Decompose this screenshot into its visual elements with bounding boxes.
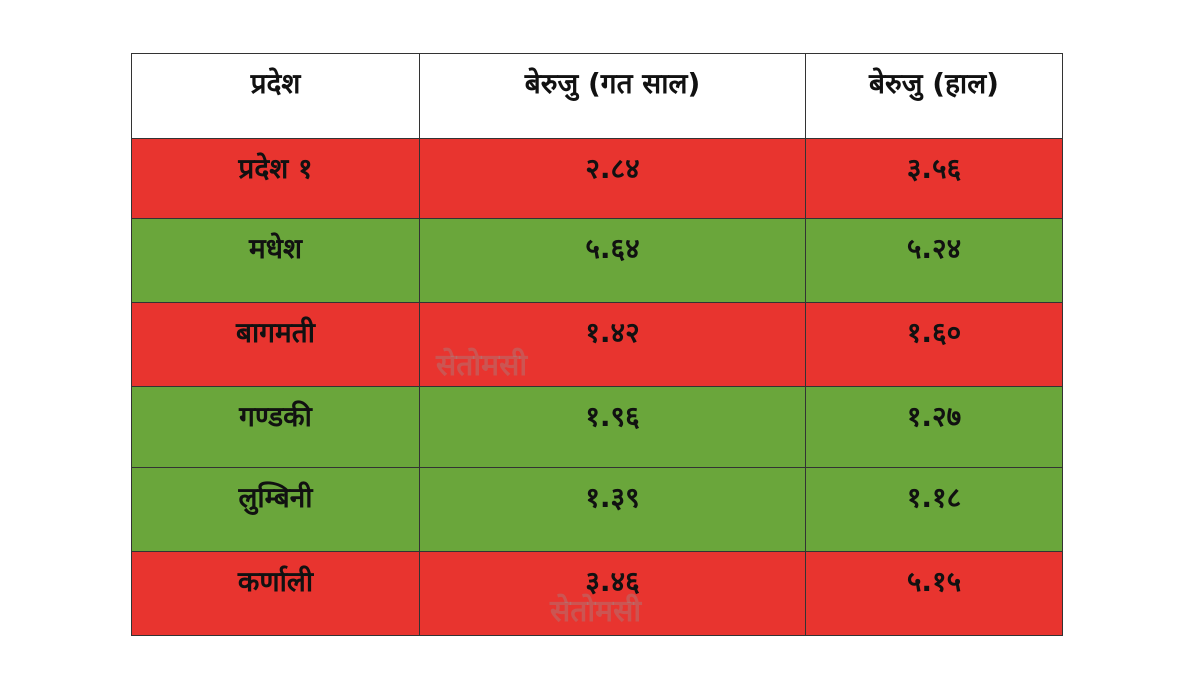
value-cell: १.२७ xyxy=(805,386,1063,468)
value-cell: १.३९ xyxy=(419,467,806,552)
province-cell: कर्णाली xyxy=(131,551,420,636)
province-cell: मधेश xyxy=(131,218,420,303)
province-cell: प्रदेश १ xyxy=(131,138,420,219)
value-cell: ३.५६ xyxy=(805,138,1063,219)
value-cell: ३.४६ xyxy=(419,551,806,636)
province-cell: गण्डकी xyxy=(131,386,420,468)
table-row: बागमती १.४२ १.६० xyxy=(131,302,1063,387)
table-row: लुम्बिनी १.३९ १.१८ xyxy=(131,467,1063,552)
value-cell: २.८४ xyxy=(419,138,806,219)
table-row: प्रदेश १ २.८४ ३.५६ xyxy=(131,138,1063,219)
province-cell: लुम्बिनी xyxy=(131,467,420,552)
table-row: मधेश ५.६४ ५.२४ xyxy=(131,218,1063,303)
value-cell: ५.१५ xyxy=(805,551,1063,636)
header-cell: प्रदेश xyxy=(131,53,420,139)
value-cell: १.९६ xyxy=(419,386,806,468)
header-row: प्रदेश बेरुजु (गत साल) बेरुजु (हाल) xyxy=(131,53,1063,139)
province-cell: बागमती xyxy=(131,302,420,387)
table-body: प्रदेश १ २.८४ ३.५६ मधेश ५.६४ ५.२४ बागमती १.४२ १.… xyxy=(131,138,1063,636)
header-cell: बेरुजु (गत साल) xyxy=(419,53,806,139)
value-cell: १.४२ xyxy=(419,302,806,387)
value-cell: १.१८ xyxy=(805,467,1063,552)
data-table: प्रदेश बेरुजु (गत साल) बेरुजु (हाल) प्रदेश… xyxy=(131,53,1063,636)
table-row: गण्डकी १.९६ १.२७ xyxy=(131,386,1063,468)
table-row: कर्णाली ३.४६ ५.१५ xyxy=(131,551,1063,636)
value-cell: ५.६४ xyxy=(419,218,806,303)
value-cell: ५.२४ xyxy=(805,218,1063,303)
value-cell: १.६० xyxy=(805,302,1063,387)
header-cell: बेरुजु (हाल) xyxy=(805,53,1063,139)
